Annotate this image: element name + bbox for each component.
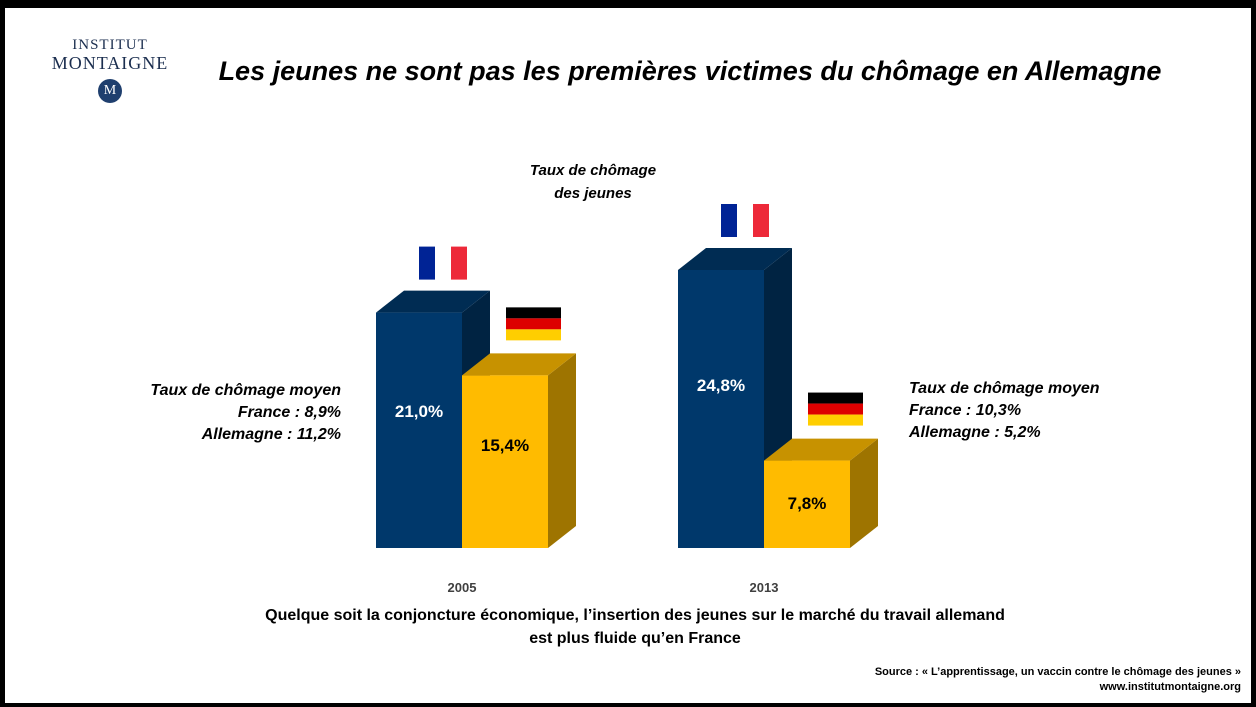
logo-line-2: MONTAIGNE: [51, 53, 169, 73]
flag-germany-2005-gold: [506, 329, 561, 341]
logo-line-1: INSTITUT: [72, 37, 148, 53]
flag-germany-2013-black: [808, 392, 863, 404]
source-url: www.institutmontaigne.org: [1099, 681, 1241, 693]
bar-germany-2005: [462, 375, 548, 548]
right-note-heading: Taux de chômage moyen: [909, 380, 1100, 397]
flag-france-2013-white: [737, 204, 753, 237]
flag-france-2005-red: [451, 246, 467, 280]
flag-france-2013-blue: [721, 204, 737, 237]
caption-line-2: est plus fluide qu’en France: [529, 630, 741, 647]
caption-line-1: Quelque soit la conjoncture économique, …: [265, 607, 1005, 624]
bar-germany-2013-side: [850, 438, 878, 548]
bar-france-2013-value-label: 24,8%: [697, 376, 745, 395]
right-note-germany: Allemagne : 5,2%: [909, 424, 1041, 441]
bar-chart: Taux de chômage des jeunes 21,0% 15,4% 2005 2…: [376, 162, 878, 595]
bar-germany-2013: [764, 460, 850, 548]
chart-caption: Quelque soit la conjoncture économique, …: [5, 604, 1251, 650]
left-note-france: France : 8,9%: [237, 404, 341, 421]
left-note-germany: Allemagne : 11,2%: [201, 426, 341, 443]
flag-germany-2005-red: [506, 318, 561, 330]
flag-france-2013-red: [753, 204, 769, 237]
bar-france-2005-value-label: 21,0%: [395, 402, 443, 421]
chart-subtitle-line-1: Taux de chômage: [530, 162, 656, 179]
logo-seal-icon: M: [98, 79, 122, 103]
bar-france-2005: [376, 312, 462, 548]
bar-france-2013-top: [678, 248, 792, 270]
right-average-note: Taux de chômage moyen France : 10,3% All…: [909, 378, 1169, 444]
flag-france-2005-white: [435, 246, 451, 280]
flag-germany-2013-gold: [808, 414, 863, 426]
institut-montaigne-logo: INSTITUT MONTAIGNE M: [45, 38, 175, 103]
right-note-france: France : 10,3%: [909, 402, 1022, 419]
flag-germany-2005-black: [506, 307, 561, 319]
x-tick-2013: 2013: [750, 580, 779, 595]
bar-germany-2005-top: [462, 353, 576, 376]
slide-title: Les jeunes ne sont pas les premières vic…: [218, 56, 1162, 86]
bar-france-2013: [678, 270, 764, 548]
chart-subtitle-line-2: des jeunes: [554, 185, 632, 202]
source-line-1: Source : « L’apprentissage, un vaccin co…: [874, 666, 1241, 678]
bar-germany-2013-top: [764, 438, 878, 461]
left-note-heading: Taux de chômage moyen: [150, 382, 341, 399]
bar-germany-2013-value-label: 7,8%: [788, 494, 827, 513]
bar-germany-2005-side: [548, 353, 576, 548]
left-average-note: Taux de chômage moyen France : 8,9% Alle…: [105, 380, 341, 446]
bar-germany-2005-value-label: 15,4%: [481, 436, 529, 455]
flag-germany-2013-red: [808, 403, 863, 415]
source-note: Source : « L’apprentissage, un vaccin co…: [875, 665, 1241, 695]
flag-france-2005-blue: [419, 246, 435, 280]
slide: INSTITUT MONTAIGNE M Les jeunes ne sont …: [5, 8, 1251, 703]
x-tick-2005: 2005: [448, 580, 477, 595]
bar-france-2005-top: [376, 290, 490, 313]
